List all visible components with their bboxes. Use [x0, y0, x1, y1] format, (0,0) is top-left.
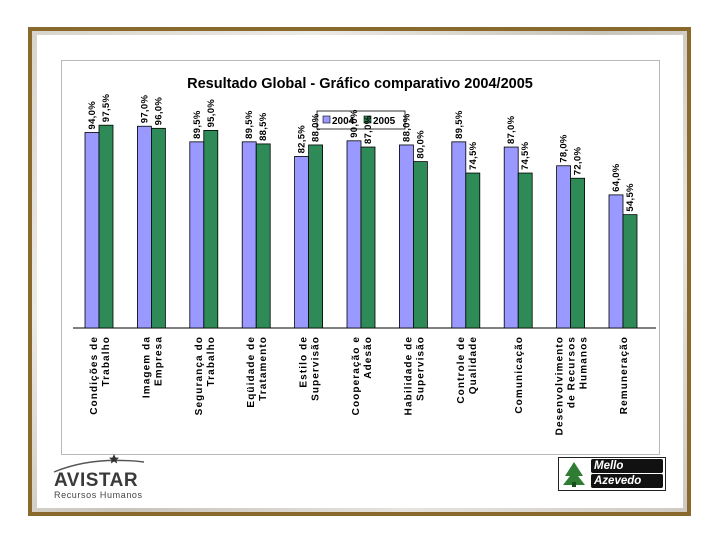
- value-label-2005-6: 80,0%: [415, 130, 426, 159]
- value-label-2005-4: 88,0%: [311, 113, 322, 142]
- bar-2005-6: [412, 161, 428, 329]
- category-label-7-1: Qualidade: [468, 336, 479, 394]
- category-label-9-0: Desenvolvimento: [555, 336, 566, 435]
- bar-2005-10: [622, 214, 638, 329]
- mello-line-2: Azevedo: [591, 474, 663, 488]
- category-label-8-0: Comunicação: [514, 336, 525, 414]
- category-label-3-1: Tratamento: [258, 336, 269, 401]
- value-label-2005-0: 97,5%: [101, 94, 112, 123]
- value-labels-group: 94,0% 97,5% 97,0% 96,0% 89,5% 95,0% 89,5% 88,5%…: [87, 94, 636, 212]
- avistar-subtitle: Recursos Humanos: [54, 490, 143, 500]
- category-label-5-1: Adesão: [363, 336, 374, 379]
- category-label-6-0: Habilidade de: [403, 336, 414, 415]
- avistar-logo: AVISTAR Recursos Humanos: [52, 452, 152, 500]
- legend-box: [316, 110, 406, 130]
- value-label-2004-6: 88,0%: [401, 113, 412, 142]
- category-label-4-0: Estilo de: [299, 336, 310, 388]
- value-label-2004-1: 97,0%: [139, 95, 150, 124]
- category-label-2-0: Segurança do: [194, 336, 205, 415]
- bar-2004-4: [294, 156, 310, 329]
- value-label-2004-10: 64,0%: [611, 163, 622, 192]
- mello-line-1: Mello: [591, 459, 663, 473]
- value-label-2005-10: 54,5%: [625, 183, 636, 212]
- bar-2004-5: [346, 140, 362, 329]
- value-label-2005-2: 95,0%: [206, 99, 217, 128]
- category-label-9-2: Humanos: [579, 336, 590, 389]
- bar-2004-1: [137, 125, 152, 329]
- value-label-2005-1: 96,0%: [153, 97, 164, 126]
- category-label-3-0: Eqüidade de: [246, 336, 257, 408]
- category-label-9-1: de Recursos: [567, 336, 578, 408]
- bar-2005-5: [360, 146, 376, 329]
- legend-swatch-2005: [363, 115, 372, 124]
- bar-2004-9: [556, 165, 572, 329]
- bar-2005-3: [255, 143, 271, 329]
- bar-2004-0: [84, 132, 100, 329]
- chart-legend: 2004 2005: [316, 110, 406, 130]
- bar-2004-7: [451, 141, 467, 329]
- category-label-5-0: Cooperação e: [351, 336, 362, 415]
- avistar-swoosh-icon: [53, 454, 145, 473]
- bar-2005-2: [203, 130, 219, 329]
- bar-2005-9: [570, 177, 586, 329]
- bar-2004-2: [189, 141, 205, 329]
- value-label-2004-5: 90,0%: [349, 109, 360, 138]
- chart-title: Resultado Global - Gráfico comparativo 2…: [187, 76, 533, 92]
- value-label-2004-2: 89,5%: [192, 110, 203, 139]
- bar-2005-8: [517, 172, 533, 329]
- tree-icon: [561, 460, 587, 488]
- bar-2004-8: [503, 146, 519, 329]
- value-label-2005-5: 87,0%: [363, 115, 374, 144]
- bars-group: [84, 124, 638, 329]
- value-label-2005-9: 72,0%: [573, 147, 584, 176]
- value-label-2004-9: 78,0%: [559, 134, 570, 163]
- bar-2005-7: [465, 172, 481, 329]
- legend-label-2004: 2004: [332, 116, 355, 127]
- legend-swatch-2004: [322, 115, 331, 124]
- avistar-wordmark: AVISTAR: [54, 470, 139, 491]
- category-labels-group: Condições de Trabalho Imagem da Empresa Segu…: [89, 336, 630, 435]
- category-label-4-1: Supervisão: [311, 336, 322, 401]
- value-label-2004-4: 82,5%: [297, 125, 308, 154]
- category-label-7-0: Controle de: [456, 336, 467, 404]
- bar-2004-3: [241, 141, 257, 329]
- chart-panel: Resultado Global - Gráfico comparativo 2…: [61, 60, 660, 455]
- bar-2005-0: [98, 124, 114, 329]
- category-label-2-1: Trabalho: [206, 336, 217, 386]
- value-label-2005-8: 74,5%: [520, 141, 531, 170]
- value-label-2005-3: 88,5%: [258, 112, 269, 141]
- mello-azevedo-logo: Mello Azevedo: [558, 457, 666, 491]
- category-label-10-0: Remuneração: [619, 336, 630, 414]
- bar-2005-1: [151, 127, 166, 329]
- value-label-2004-3: 89,5%: [244, 110, 255, 139]
- category-label-0-0: Condições de: [89, 336, 100, 415]
- bar-2004-6: [398, 144, 414, 329]
- bar-chart: Resultado Global - Gráfico comparativo 2…: [73, 76, 656, 435]
- legend-label-2005: 2005: [373, 116, 396, 127]
- value-label-2005-7: 74,5%: [468, 141, 479, 170]
- value-label-2004-7: 89,5%: [454, 110, 465, 139]
- category-label-1-0: Imagem da: [141, 336, 152, 398]
- bar-2004-10: [608, 194, 624, 329]
- category-label-0-1: Trabalho: [101, 336, 112, 386]
- category-label-1-1: Empresa: [153, 336, 164, 386]
- bar-2005-4: [308, 144, 324, 329]
- category-label-6-1: Supervisão: [415, 336, 426, 401]
- value-label-2004-8: 87,0%: [506, 115, 517, 144]
- value-label-2004-0: 94,0%: [87, 101, 98, 130]
